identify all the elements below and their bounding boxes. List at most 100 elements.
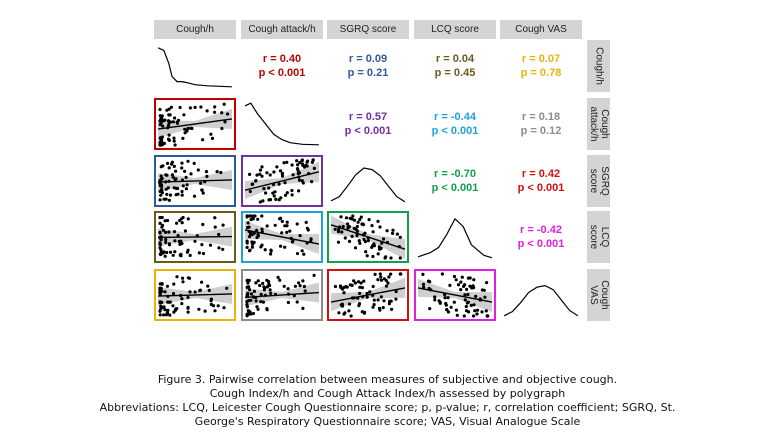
scatter-point (366, 239, 370, 243)
scatter-panel-4-2 (327, 269, 409, 321)
scatter-point (290, 193, 294, 197)
scatter-point (285, 220, 289, 224)
scatter-panel-4-1 (241, 269, 323, 321)
scatter-point (342, 291, 346, 295)
scatter-point (196, 168, 200, 172)
scatter-point (172, 230, 177, 234)
scatter-point (333, 284, 338, 289)
correlation-cell-2-3: r = -0.70 p < 0.001 (414, 167, 496, 195)
r-value: r = 0.04 (435, 53, 475, 65)
scatter-point (181, 136, 185, 140)
scatter-point (367, 218, 371, 222)
scatter-point (219, 170, 223, 175)
scatter-point (421, 282, 426, 286)
scatter-point (362, 279, 366, 283)
scatter-point (377, 306, 382, 310)
scatter-point (285, 160, 289, 164)
scatter-point (394, 289, 398, 294)
scatter-point (167, 138, 171, 142)
scatter-point (385, 229, 389, 233)
scatter-point (216, 304, 220, 308)
density-curve (503, 284, 579, 317)
scatter-point (162, 313, 166, 317)
scatter-point (359, 215, 363, 219)
caption-line-4: George's Respiratory Questionnaire score… (194, 415, 581, 428)
scatter-point (158, 252, 162, 256)
scatter-point (387, 275, 391, 279)
scatter-point (340, 304, 344, 308)
scatter-point (168, 313, 172, 317)
scatter-point (291, 173, 295, 177)
scatter-panel-4-0 (154, 269, 236, 321)
scatter-point (283, 245, 287, 249)
r-value: r = -0.42 (520, 224, 562, 236)
scatter-point (296, 171, 300, 176)
scatter-point (474, 294, 478, 298)
scatter-point (278, 216, 283, 220)
r-value: r = -0.70 (434, 168, 476, 180)
r-value: r = 0.07 (521, 53, 561, 65)
scatter-point (166, 308, 170, 312)
scatter-panel-2-0 (154, 155, 236, 207)
scatter-point (276, 275, 280, 279)
scatter-point (159, 286, 163, 290)
scatter-point (245, 214, 249, 218)
scatter-point (222, 102, 226, 106)
density-panel-4 (503, 284, 579, 317)
p-value: p = 0.78 (520, 67, 562, 79)
row-header-2: SGRQ score (587, 155, 610, 207)
p-value: p < 0.001 (258, 67, 306, 79)
scatter-point (158, 215, 162, 220)
scatter-point (391, 228, 395, 232)
scatter-point (298, 234, 302, 238)
scatter-point (209, 297, 213, 301)
scatter-point (247, 285, 251, 289)
scatter-point (262, 187, 266, 191)
scatter-point (295, 159, 299, 163)
scatter-point (466, 276, 470, 280)
scatter-point (278, 169, 283, 173)
scatter-point (245, 312, 249, 316)
regression-line (244, 171, 320, 191)
scatter-point (205, 109, 209, 113)
scatter-point (192, 161, 196, 165)
scatter-point (203, 309, 207, 313)
scatter-point (398, 235, 402, 239)
scatter-point (438, 301, 442, 305)
scatter-panel-3-2 (327, 211, 409, 263)
scatter-point (226, 112, 230, 116)
scatter-point (265, 307, 269, 311)
scatter-point (347, 239, 352, 243)
scatter-point (279, 244, 283, 248)
scatter-point (345, 285, 349, 289)
scatter-point (179, 254, 183, 258)
scatter-point (480, 310, 484, 314)
scatter-point (251, 242, 255, 246)
r-value: r = 0.57 (348, 111, 388, 123)
scatter-point (186, 126, 190, 131)
scatter-point (462, 314, 466, 318)
scatter-point (285, 230, 289, 234)
scatter-point (483, 295, 487, 299)
scatter-point (248, 288, 252, 292)
scatter-point (298, 284, 302, 288)
scatter-point (485, 281, 489, 285)
scatter-point (165, 250, 169, 255)
scatter-point (220, 111, 224, 115)
regression-line (157, 179, 233, 183)
scatter-point (262, 288, 266, 292)
scatter-point (342, 285, 346, 290)
scatter-point (197, 251, 201, 255)
scatter-point (167, 243, 172, 247)
scatter-point (301, 279, 305, 283)
scatter-point (263, 248, 267, 252)
regression-line (330, 224, 406, 250)
scatter-point (295, 222, 299, 226)
scatter-point (269, 248, 273, 252)
scatter-point (186, 295, 190, 300)
scatter-point (340, 230, 344, 234)
correlation-cell-1-4: r = 0.18 p = 0.12 (500, 110, 582, 138)
regression-line (244, 291, 320, 299)
scatter-point (259, 292, 263, 296)
scatter-point (166, 119, 171, 123)
